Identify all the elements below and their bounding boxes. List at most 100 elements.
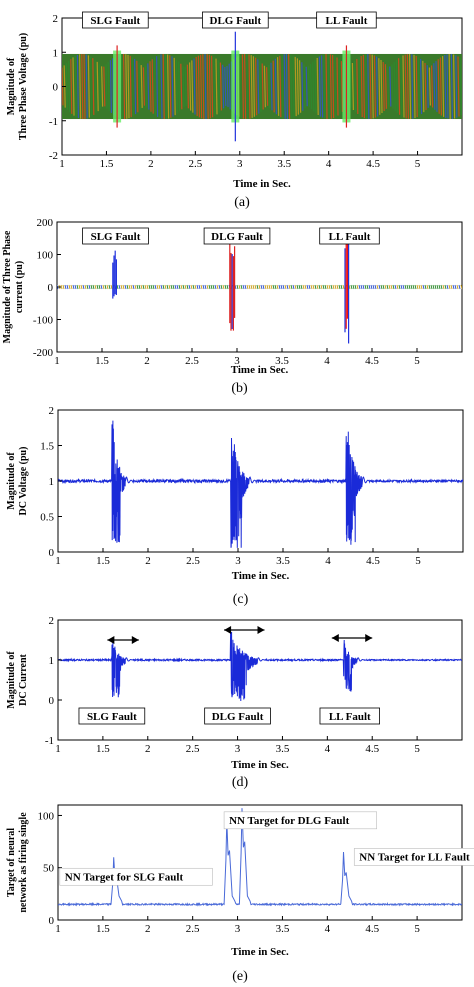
current-trace bbox=[430, 284, 433, 290]
voltage-trace bbox=[252, 56, 255, 117]
voltage-trace bbox=[96, 61, 99, 112]
current-trace bbox=[456, 284, 459, 290]
current-trace bbox=[294, 284, 297, 290]
y-tick-label: 2 bbox=[53, 13, 59, 25]
current-trace bbox=[384, 284, 387, 290]
voltage-trace bbox=[422, 60, 425, 113]
current-trace bbox=[284, 284, 287, 290]
current-trace bbox=[286, 284, 289, 290]
series-line bbox=[58, 420, 463, 548]
voltage-trace bbox=[107, 62, 110, 111]
voltage-trace bbox=[257, 59, 260, 114]
current-trace bbox=[366, 284, 369, 290]
panel-caption: (a) bbox=[234, 195, 250, 210]
current-trace bbox=[242, 284, 245, 290]
voltage-trace bbox=[206, 54, 209, 119]
x-axis-label: Time in Sec. bbox=[233, 178, 291, 190]
voltage-trace bbox=[197, 55, 200, 118]
voltage-trace bbox=[270, 62, 273, 111]
current-trace bbox=[292, 284, 295, 290]
voltage-trace bbox=[384, 64, 387, 109]
annotation-label: DLG Fault bbox=[210, 15, 262, 27]
voltage-trace bbox=[98, 64, 101, 109]
current-trace bbox=[166, 284, 169, 290]
voltage-trace bbox=[151, 59, 154, 114]
current-trace bbox=[336, 284, 339, 290]
current-trace bbox=[100, 284, 103, 290]
current-trace bbox=[268, 284, 271, 290]
voltage-trace bbox=[371, 54, 374, 119]
current-trace bbox=[278, 284, 281, 290]
voltage-trace bbox=[285, 53, 288, 120]
y-axis-label: Three Phase Voltage (pu) bbox=[18, 33, 29, 140]
current-trace bbox=[76, 284, 79, 290]
current-trace bbox=[352, 284, 355, 290]
current-trace bbox=[368, 284, 371, 290]
current-trace bbox=[90, 284, 93, 290]
voltage-trace bbox=[354, 60, 357, 113]
voltage-trace bbox=[431, 65, 434, 108]
current-trace bbox=[318, 284, 321, 290]
voltage-trace bbox=[162, 53, 165, 120]
x-tick-label: 3 bbox=[235, 923, 241, 935]
y-tick-label: -2 bbox=[49, 150, 58, 162]
x-tick-label: 5 bbox=[415, 555, 421, 567]
voltage-trace bbox=[420, 58, 423, 115]
voltage-trace bbox=[208, 54, 211, 119]
voltage-trace bbox=[261, 63, 264, 110]
voltage-trace bbox=[175, 59, 178, 114]
current-trace bbox=[226, 284, 229, 290]
current-trace bbox=[178, 284, 181, 290]
voltage-trace bbox=[224, 67, 227, 106]
x-tick-label: 1 bbox=[54, 355, 60, 367]
current-trace bbox=[70, 284, 73, 290]
voltage-trace bbox=[310, 63, 313, 110]
voltage-trace bbox=[202, 54, 205, 119]
panel-caption: (d) bbox=[232, 775, 249, 790]
voltage-trace bbox=[433, 63, 436, 110]
arrow-head-left bbox=[224, 626, 232, 634]
current-trace bbox=[380, 284, 383, 290]
x-tick-label: 3.5 bbox=[276, 923, 290, 935]
voltage-trace bbox=[158, 55, 161, 118]
voltage-trace bbox=[79, 54, 82, 119]
x-tick-label: 3.5 bbox=[276, 555, 290, 567]
voltage-trace bbox=[398, 58, 401, 115]
current-trace bbox=[342, 284, 345, 290]
y-axis-label: DC Current bbox=[18, 653, 29, 705]
current-trace bbox=[212, 284, 215, 290]
voltage-trace bbox=[160, 54, 163, 119]
annotation-label: DLG Fault bbox=[212, 711, 264, 723]
current-trace bbox=[406, 284, 409, 290]
current-trace bbox=[298, 284, 301, 290]
current-trace bbox=[274, 284, 277, 290]
current-trace bbox=[378, 284, 381, 290]
current-trace bbox=[332, 284, 335, 290]
current-trace bbox=[328, 284, 331, 290]
voltage-trace bbox=[72, 57, 75, 116]
voltage-trace bbox=[263, 65, 266, 108]
current-trace bbox=[360, 284, 363, 290]
annotation-box bbox=[203, 227, 271, 245]
voltage-trace bbox=[195, 56, 198, 117]
voltage-trace bbox=[444, 55, 447, 118]
current-trace bbox=[160, 284, 163, 290]
y-tick-label: 0 bbox=[53, 82, 59, 94]
x-axis-label: Time in Sec. bbox=[231, 364, 289, 376]
x-tick-label: 1 bbox=[55, 555, 61, 567]
voltage-trace bbox=[217, 60, 220, 113]
voltage-trace bbox=[435, 61, 438, 112]
current-trace bbox=[120, 284, 123, 290]
current-trace bbox=[152, 284, 155, 290]
current-trace bbox=[374, 284, 377, 290]
voltage-trace bbox=[356, 58, 359, 115]
voltage-trace bbox=[301, 62, 304, 111]
current-trace bbox=[208, 284, 211, 290]
voltage-trace bbox=[81, 53, 84, 120]
current-trace bbox=[316, 284, 319, 290]
current-trace bbox=[186, 284, 189, 290]
voltage-trace bbox=[314, 59, 317, 114]
voltage-trace bbox=[358, 57, 361, 116]
voltage-trace bbox=[382, 62, 385, 111]
current-trace bbox=[204, 284, 207, 290]
